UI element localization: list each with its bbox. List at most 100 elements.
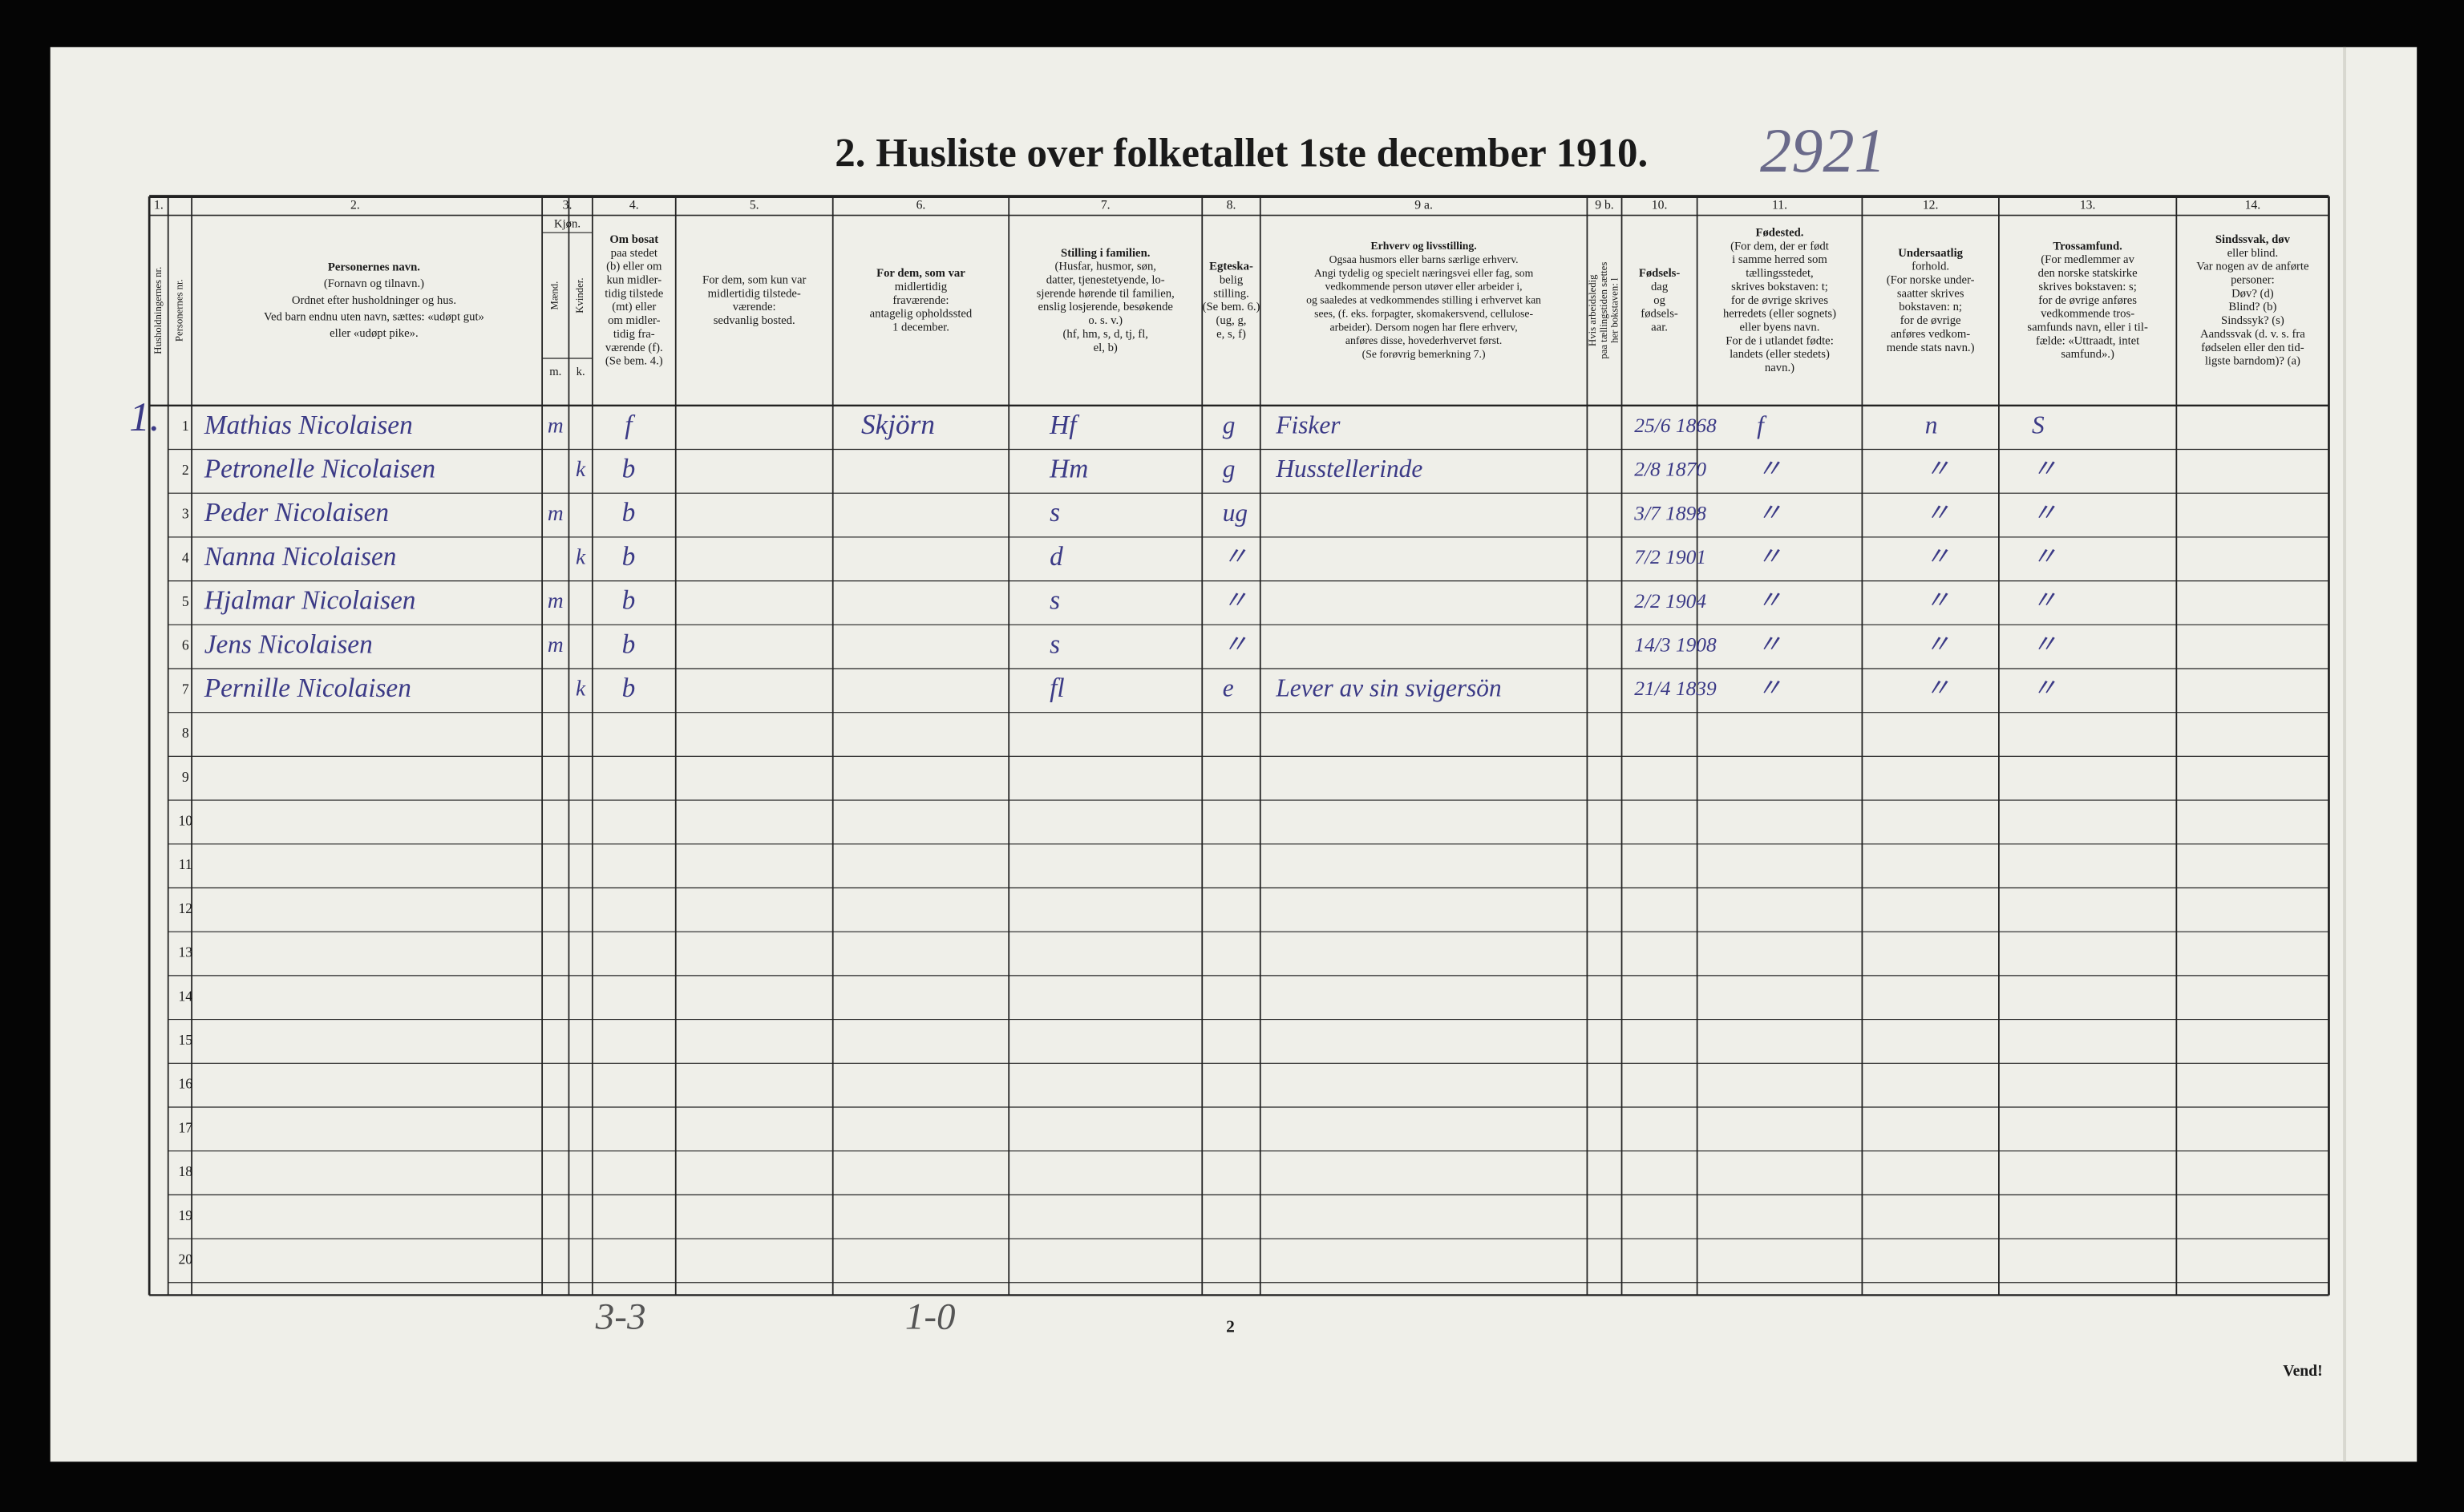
handwritten-residence: b [622, 498, 636, 528]
title: 2. Husliste over folketallet 1ste decemb… [835, 131, 1648, 176]
column-header-line: antagelig opholdssted [870, 308, 973, 321]
handwritten-family-position: d [1050, 542, 1063, 572]
column-header-line: forhold. [1912, 261, 1949, 273]
handwritten-citizenship: 〃 [1925, 630, 1950, 658]
page-number: 2 [1226, 1317, 1235, 1336]
column-header-line: eller blind. [2227, 247, 2279, 260]
row-number: 9 [182, 769, 189, 785]
column-header-line: Erhverv og livsstilling. [1370, 240, 1476, 252]
column-header-line: Ved barn endnu uten navn, sættes: «udøpt… [264, 310, 484, 323]
column-header-line: sedvanlig bosted. [714, 314, 795, 327]
column-header-line: værende (f). [605, 342, 663, 354]
handwritten-family-position: Hf [1049, 410, 1080, 440]
handwritten-citizenship: 〃 [1925, 542, 1950, 570]
handwritten-religion: S [2032, 410, 2045, 439]
column-header-line: om midler- [608, 314, 660, 327]
column-header-line: dag [1651, 281, 1669, 293]
column-header-line: 1 december. [892, 321, 949, 334]
handwritten-sex: m [548, 501, 564, 525]
handwritten-birthplace: 〃 [1757, 674, 1782, 702]
column-header-line: fødsels- [1641, 308, 1678, 321]
handwritten-name: Mathias Nicolaisen [204, 410, 413, 440]
column-header-line: stilling. [1213, 287, 1248, 300]
column-header-line: den norske statskirke [2038, 267, 2138, 280]
turn-note: Vend! [2283, 1363, 2322, 1380]
column-header-line: Sindssyk? (s) [2221, 314, 2284, 327]
column-header-line: mende stats navn.) [1887, 342, 1975, 354]
sex-subheader: Mænd. [549, 281, 560, 310]
column-header-line: enslig losjerende, besøkende [1038, 301, 1174, 313]
handwritten-marital-status: ug [1223, 499, 1248, 527]
handwritten-citizenship: 〃 [1925, 455, 1950, 483]
handwritten-citizenship: n [1925, 410, 1938, 439]
column-header-line: samfund».) [2061, 348, 2114, 361]
handwritten-sex: m [548, 413, 564, 437]
row-number: 2 [182, 462, 189, 478]
column-header-line: tidig tilstede [605, 287, 663, 300]
column-header-line: Personernes nr. [173, 279, 184, 342]
column-header-line: eller byens navn. [1740, 321, 1820, 334]
row-number: 17 [178, 1119, 192, 1135]
column-number: 11. [1772, 198, 1787, 212]
handwritten-family-position: s [1050, 586, 1060, 616]
sex-header: Kjøn. [554, 218, 581, 231]
column-header-line: Personernes navn. [328, 261, 420, 274]
column-header-line: Stilling i familien. [1061, 247, 1151, 260]
handwritten-residence: b [622, 673, 636, 703]
column-header-line: (For medlemmer av [2041, 253, 2134, 266]
column-header-line: Fødsels- [1639, 267, 1681, 280]
column-header-line: fødselen eller den tid- [2201, 342, 2304, 354]
column-number: 2. [350, 198, 360, 212]
column-header-line: fraværende: [892, 294, 949, 307]
row-number: 15 [178, 1032, 192, 1048]
column-number: 9 b. [1595, 198, 1614, 212]
column-header-line: for de øvrige anføres [2038, 294, 2137, 307]
handwritten-marital-status: 〃 [1223, 586, 1248, 614]
handwritten-marital-status: g [1223, 410, 1236, 439]
column-header-line: (ug, g, [1216, 314, 1247, 327]
column-header-line: samfunds navn, eller i til- [2027, 321, 2148, 334]
column-number: 1. [154, 198, 164, 212]
handwritten-residence: b [622, 454, 636, 483]
handwritten-occupation: Lever av sin svigersön [1275, 674, 1501, 702]
column-header-line: vedkommende tros- [2041, 308, 2134, 321]
column-header-line: Angi tydelig og specielt næringsvei elle… [1314, 267, 1534, 279]
column-header-line: Døv? (d) [2231, 287, 2274, 300]
column-header-line: ligste barndom)? (a) [2205, 355, 2300, 368]
row-number: 5 [182, 593, 189, 609]
column-number: 7. [1101, 198, 1111, 212]
tally-absent: 1-0 [905, 1296, 956, 1338]
column-header-line: kun midler- [606, 274, 662, 287]
column-header-line: midlertidig tilstede- [708, 287, 801, 300]
handwritten-family-position: fl [1050, 673, 1065, 703]
handwritten-sex: k [576, 457, 586, 481]
row-number: 18 [178, 1163, 192, 1179]
tally-present: 3-3 [595, 1296, 646, 1338]
column-header-line: Husholdningernes nr. [152, 267, 164, 354]
row-number: 8 [182, 725, 189, 741]
handwritten-birthplace: 〃 [1757, 586, 1782, 614]
handwritten-birthplace: 〃 [1757, 499, 1782, 527]
handwritten-religion: 〃 [2032, 630, 2057, 658]
archive-number: 2921 [1760, 115, 1886, 185]
sex-subheader: k. [577, 366, 585, 378]
row-number: 1 [182, 418, 189, 434]
column-header-line: bokstaven: n; [1899, 301, 1962, 313]
handwritten-birthplace: 〃 [1757, 630, 1782, 658]
handwritten-marital-status: 〃 [1223, 542, 1248, 570]
handwritten-birthplace: 〃 [1757, 542, 1782, 570]
column-header-line: landets (eller stedets) [1730, 348, 1830, 361]
column-number: 10. [1652, 198, 1668, 212]
handwritten-marital-status: e [1223, 674, 1234, 702]
handwritten-residence: b [622, 542, 636, 572]
column-header-line: arbeider). Dersom nogen har flere erhver… [1330, 321, 1518, 334]
handwritten-occupation: Fisker [1275, 410, 1341, 439]
column-header-line: For de i utlandet fødte: [1726, 334, 1834, 347]
row-number: 6 [182, 637, 189, 653]
handwritten-sex: k [576, 677, 586, 701]
column-header-line: værende: [733, 301, 776, 313]
column-header-line: (For dem, der er født [1730, 240, 1829, 253]
column-header-line: sees, (f. eks. forpagter, skomakersvend,… [1314, 307, 1533, 320]
handwritten-marital-status: g [1223, 455, 1236, 483]
column-header-line: og saaledes at vedkommendes stilling i e… [1306, 294, 1541, 306]
